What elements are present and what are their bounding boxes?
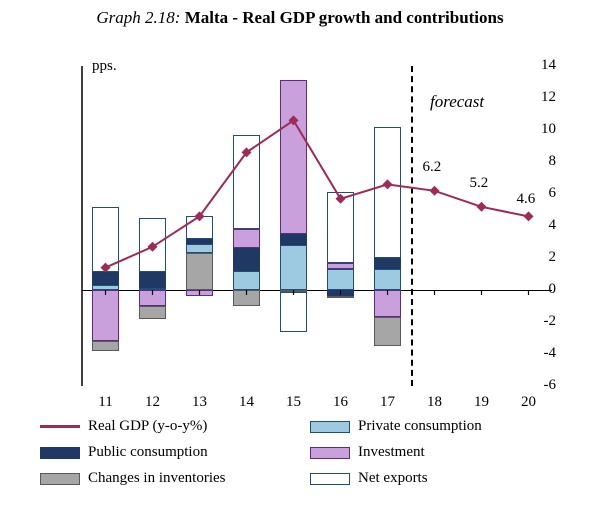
chart-figure: Graph 2.18: Malta - Real GDP growth and … [0, 0, 600, 526]
title-prefix: Graph 2.18: [96, 8, 180, 27]
value-annotation: 6.2 [423, 159, 442, 176]
x-tick-label: 16 [326, 394, 356, 411]
legend-box-swatch [40, 473, 80, 485]
legend-item: Investment [310, 444, 425, 461]
legend-item: Public consumption [40, 444, 208, 461]
x-tick-label: 15 [279, 394, 309, 411]
x-tick-label: 11 [91, 394, 121, 411]
line-overlay [82, 66, 552, 386]
gdp-marker [101, 263, 111, 273]
legend-box-swatch [310, 447, 350, 459]
title-main: Malta - Real GDP growth and contribution… [185, 8, 504, 27]
gdp-marker [383, 179, 393, 189]
x-tick-label: 20 [514, 394, 544, 411]
gdp-marker [477, 202, 487, 212]
x-tick-marks [106, 290, 529, 295]
gdp-marker [148, 242, 158, 252]
x-tick-label: 14 [232, 394, 262, 411]
plot-area: 6.2 5.2 4.6 [82, 66, 552, 386]
x-tick-label: 13 [185, 394, 215, 411]
legend-box-swatch [40, 447, 80, 459]
legend-label: Changes in inventories [88, 470, 225, 487]
x-tick-label: 17 [373, 394, 403, 411]
legend-item: Net exports [310, 470, 428, 487]
gdp-marker [430, 186, 440, 196]
x-tick-label: 18 [420, 394, 450, 411]
value-annotation: 4.6 [517, 191, 536, 208]
legend-label: Private consumption [358, 418, 482, 435]
legend-label: Real GDP (y-o-y%) [88, 418, 207, 435]
chart-area: -6-4-202468101214 11121314151617181920 p… [40, 60, 560, 400]
legend-item: Changes in inventories [40, 470, 225, 487]
chart-title: Graph 2.18: Malta - Real GDP growth and … [0, 8, 600, 28]
value-annotation: 5.2 [470, 175, 489, 192]
legend-box-swatch [310, 473, 350, 485]
legend-box-swatch [310, 421, 350, 433]
legend-line-swatch [40, 425, 80, 428]
real-gdp-markers [101, 115, 534, 272]
x-tick-label: 19 [467, 394, 497, 411]
gdp-marker [336, 194, 346, 204]
legend-item: Private consumption [310, 418, 482, 435]
legend-label: Net exports [358, 470, 428, 487]
real-gdp-line [106, 120, 529, 267]
legend-label: Investment [358, 444, 425, 461]
legend-item: Real GDP (y-o-y%) [40, 418, 207, 435]
legend-label: Public consumption [88, 444, 208, 461]
x-tick-label: 12 [138, 394, 168, 411]
gdp-marker [524, 211, 534, 221]
